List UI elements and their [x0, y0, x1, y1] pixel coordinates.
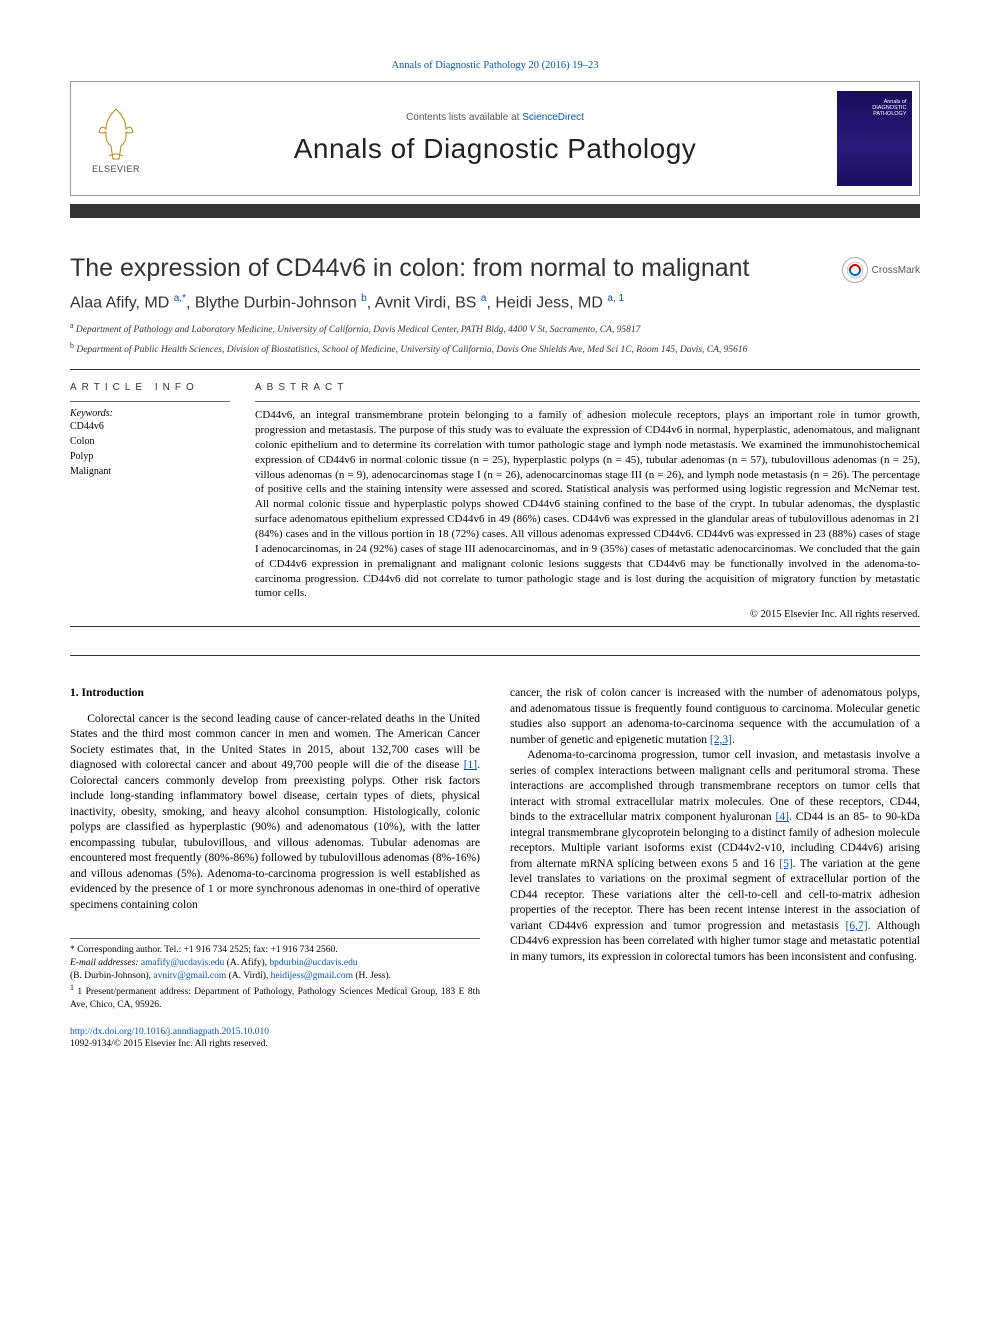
info-abstract-row: article info Keywords: CD44v6ColonPolypM…	[70, 382, 920, 620]
keyword-item: Polyp	[70, 449, 230, 464]
abstract-text: CD44v6, an integral transmembrane protei…	[255, 408, 920, 601]
ref-1[interactable]: [1]	[464, 759, 477, 771]
citation-line: Annals of Diagnostic Pathology 20 (2016)…	[70, 60, 920, 71]
contents-line: Contents lists available at ScienceDirec…	[406, 112, 584, 123]
ref-4[interactable]: [4]	[776, 811, 789, 823]
footnotes: * Corresponding author. Tel.: +1 916 734…	[70, 938, 480, 1011]
cover-image: Annals of DIAGNOSTIC PATHOLOGY	[837, 91, 912, 186]
keyword-item: Malignant	[70, 464, 230, 479]
issn-line: 1092-9134/© 2015 Elsevier Inc. All right…	[70, 1039, 268, 1049]
title-row: The expression of CD44v6 in colon: from …	[70, 253, 920, 283]
rule-top	[70, 369, 920, 370]
journal-header: ELSEVIER Contents lists available at Sci…	[70, 81, 920, 196]
abstract-copyright: © 2015 Elsevier Inc. All rights reserved…	[255, 609, 920, 620]
journal-name: Annals of Diagnostic Pathology	[294, 133, 697, 165]
elsevier-tree-icon	[91, 104, 141, 164]
publisher-name: ELSEVIER	[92, 164, 140, 174]
email-virdi[interactable]: avnitv@gmail.com	[153, 971, 226, 981]
keyword-item: CD44v6	[70, 419, 230, 434]
abstract-column: abstract CD44v6, an integral transmembra…	[255, 382, 920, 620]
keywords-label: Keywords:	[70, 408, 230, 419]
dark-separator-band	[70, 204, 920, 218]
affiliations: a Department of Pathology and Laboratory…	[70, 320, 920, 357]
email-line-2: (B. Durbin-Johnson), avnitv@gmail.com (A…	[70, 970, 480, 983]
body-col-right: cancer, the risk of colon cancer is incr…	[510, 686, 920, 1051]
abstract-head: abstract	[255, 382, 920, 393]
article-info-column: article info Keywords: CD44v6ColonPolypM…	[70, 382, 230, 620]
ref-5[interactable]: [5]	[779, 858, 792, 870]
keywords-list: CD44v6ColonPolypMalignant	[70, 419, 230, 479]
crossmark-label: CrossMark	[872, 265, 920, 276]
affiliation: a Department of Pathology and Laboratory…	[70, 320, 920, 337]
crossmark-badge[interactable]: CrossMark	[842, 257, 920, 283]
page-root: Annals of Diagnostic Pathology 20 (2016)…	[0, 0, 990, 1091]
email-afify[interactable]: amafify@ucdavis.edu	[141, 958, 224, 968]
intro-para-1-cont: cancer, the risk of colon cancer is incr…	[510, 686, 920, 748]
header-center: Contents lists available at ScienceDirec…	[161, 82, 829, 195]
publisher-logo: ELSEVIER	[71, 82, 161, 195]
article-title: The expression of CD44v6 in colon: from …	[70, 253, 822, 283]
ref-2-3[interactable]: [2,3]	[710, 734, 732, 746]
corresponding-author: * Corresponding author. Tel.: +1 916 734…	[70, 944, 480, 957]
crossmark-icon	[842, 257, 868, 283]
affiliation: b Department of Public Health Sciences, …	[70, 340, 920, 357]
email-line-1: E-mail addresses: amafify@ucdavis.edu (A…	[70, 957, 480, 970]
keyword-item: Colon	[70, 434, 230, 449]
email-durbin[interactable]: bpdurbin@ucdavis.edu	[269, 958, 357, 968]
doi-block: http://dx.doi.org/10.1016/j.anndiagpath.…	[70, 1026, 480, 1052]
authors-line: Alaa Afify, MD a,*, Blythe Durbin-Johnso…	[70, 293, 920, 312]
doi-link[interactable]: http://dx.doi.org/10.1016/j.anndiagpath.…	[70, 1027, 269, 1037]
body-col-left: 1. Introduction Colorectal cancer is the…	[70, 686, 480, 1051]
intro-para-1: Colorectal cancer is the second leading …	[70, 712, 480, 914]
intro-para-2: Adenoma-to-carcinoma progression, tumor …	[510, 748, 920, 965]
contents-prefix: Contents lists available at	[406, 112, 522, 123]
cover-thumb: Annals of DIAGNOSTIC PATHOLOGY	[829, 82, 919, 195]
present-address-note: 1 1 Present/permanent address: Departmen…	[70, 983, 480, 1012]
body-columns: 1. Introduction Colorectal cancer is the…	[70, 686, 920, 1051]
rule-wide	[70, 655, 920, 656]
sciencedirect-link[interactable]: ScienceDirect	[522, 112, 584, 123]
rule-bottom	[70, 626, 920, 627]
section-1-head: 1. Introduction	[70, 686, 480, 702]
citation-link[interactable]: Annals of Diagnostic Pathology 20 (2016)…	[391, 60, 598, 71]
email-jess[interactable]: heidijess@gmail.com	[271, 971, 353, 981]
ref-6-7[interactable]: [6,7]	[846, 920, 868, 932]
article-info-head: article info	[70, 382, 230, 393]
cover-text: Annals of DIAGNOSTIC PATHOLOGY	[872, 99, 906, 117]
